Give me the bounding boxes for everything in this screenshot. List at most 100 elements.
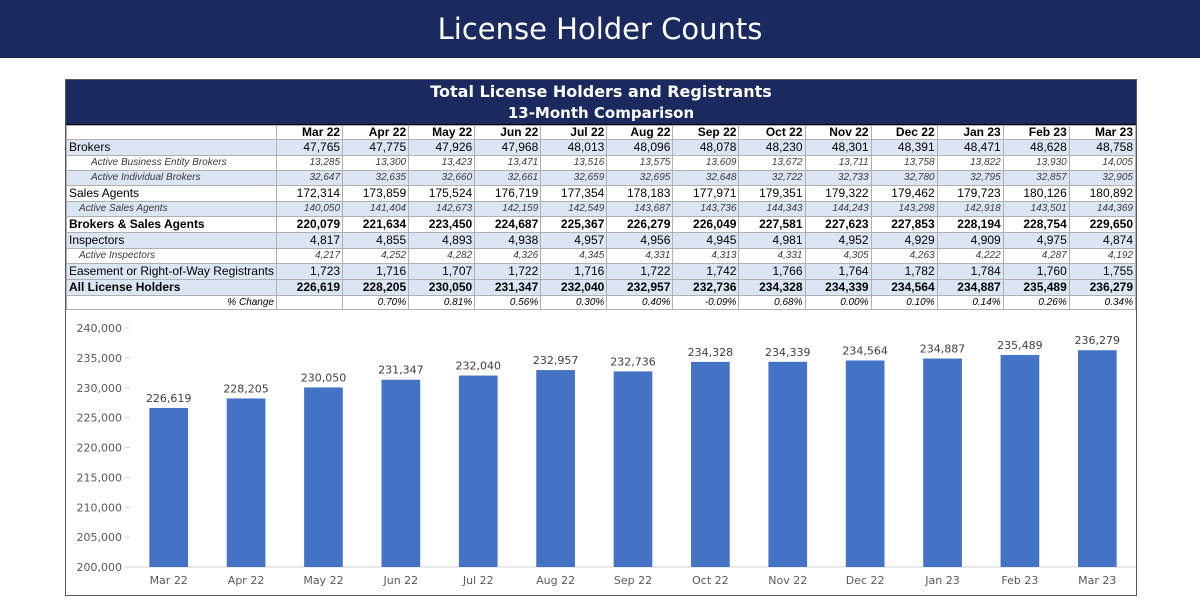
table-cell: 180,892 [1068, 185, 1136, 202]
bar [381, 379, 421, 567]
table-cell: 13,423 [408, 155, 476, 171]
row-label: Active Inspectors [66, 248, 277, 264]
table-cell: 1,716 [540, 263, 608, 280]
table-cell: 142,673 [408, 201, 476, 217]
bar [845, 360, 885, 567]
table-cell: 4,981 [738, 232, 806, 249]
license-table: Mar 22 Apr 22 May 22 Jun 22 Jul 22 Aug 22 Sep … [66, 125, 1136, 310]
table-cell: 48,471 [936, 139, 1004, 156]
table-cell: 48,078 [672, 139, 740, 156]
month-header: Aug 22 [606, 125, 674, 140]
table-cell: 228,194 [936, 216, 1004, 233]
table-cell: 4,217 [275, 248, 344, 264]
table-cell: 227,853 [870, 216, 938, 233]
table-cell [275, 295, 344, 310]
table-cell: 4,874 [1068, 232, 1136, 249]
table-cell: 0.30% [540, 295, 608, 310]
table-cell: 143,501 [1002, 201, 1070, 217]
table-cell: 235,489 [1002, 279, 1070, 296]
table-cell: 4,855 [342, 232, 410, 249]
table-cell: 226,049 [672, 216, 740, 233]
corner-cell [66, 125, 277, 140]
table-body: Brokers 47,765 47,775 47,926 47,968 48,013 48,… [66, 139, 1136, 310]
table-cell: 177,354 [540, 185, 608, 202]
row-label: Inspectors [66, 232, 277, 249]
table-cell: 4,957 [540, 232, 608, 249]
table-cell: 47,775 [342, 139, 410, 156]
x-tick-label: May 22 [303, 574, 343, 587]
row-label: Sales Agents [66, 185, 277, 202]
table-cell: 234,887 [936, 279, 1004, 296]
table-cell: 13,672 [738, 155, 806, 171]
data-label: 226,619 [146, 392, 192, 405]
table-cell: 179,322 [804, 185, 872, 202]
x-tick-label: Apr 22 [228, 574, 265, 587]
row-label: Easement or Right-of-Way Registrants [66, 263, 277, 280]
report-panel: Total License Holders and Registrants 13… [65, 79, 1137, 596]
data-label: 232,957 [533, 354, 579, 367]
table-cell: 1,723 [275, 263, 344, 280]
month-header: Dec 22 [870, 125, 938, 140]
row-label: Active Individual Brokers [66, 170, 277, 186]
table-cell: 141,404 [342, 201, 410, 217]
table-cell: 143,736 [672, 201, 740, 217]
table-cell: 13,711 [804, 155, 872, 171]
table-cell: 4,331 [606, 248, 674, 264]
data-label: 235,489 [997, 339, 1043, 352]
table-cell: 4,817 [275, 232, 344, 249]
table-cell: 32,780 [870, 170, 938, 186]
table-cell: 4,952 [804, 232, 872, 249]
table-cell: 32,647 [275, 170, 344, 186]
table-cell: 232,957 [606, 279, 674, 296]
table-subtitle: 13-Month Comparison [507, 104, 695, 122]
bar [304, 387, 343, 567]
table-cell: 1,722 [606, 263, 674, 280]
table-cell: 1,716 [342, 263, 410, 280]
row-label: Active Sales Agents [66, 201, 277, 217]
x-tick-label: Dec 22 [846, 574, 885, 587]
y-tick-label: 230,000 [77, 382, 123, 395]
table-cell: 236,279 [1068, 279, 1136, 296]
y-tick-label: 215,000 [77, 471, 123, 484]
table-cell: 0.40% [606, 295, 674, 310]
month-header: Oct 22 [738, 125, 806, 140]
table-cell: 227,581 [738, 216, 806, 233]
table-cell: 4,305 [804, 248, 872, 264]
table-row: % Change 0.70% 0.81% 0.56% 0.30% 0.40% -0.09% 0… [66, 295, 1136, 310]
table-cell: 178,183 [606, 185, 674, 202]
table-cell: 232,040 [540, 279, 608, 296]
table-cell: 32,659 [540, 170, 608, 186]
table-cell: 1,764 [804, 263, 872, 280]
row-label: % Change [66, 295, 277, 310]
table-cell: 142,549 [540, 201, 608, 217]
table-cell: 0.10% [870, 295, 938, 310]
table-cell: 234,564 [870, 279, 938, 296]
x-tick-label: Aug 22 [536, 574, 575, 587]
data-label: 228,205 [223, 382, 268, 395]
table-cell: 140,050 [275, 201, 344, 217]
table-cell: 47,968 [474, 139, 542, 156]
table-cell: 4,313 [672, 248, 740, 264]
x-tick-label: Jul 22 [462, 574, 494, 587]
table-cell: 234,339 [804, 279, 872, 296]
bar [149, 407, 189, 567]
table-cell: 4,192 [1068, 248, 1136, 264]
table-cell: 0.56% [474, 295, 542, 310]
bar [226, 398, 266, 567]
table-cell: 232,736 [672, 279, 740, 296]
row-label: Active Business Entity Brokers [66, 155, 277, 171]
table-cell: 47,926 [408, 139, 476, 156]
table-cell: 4,929 [870, 232, 938, 249]
table-cell: 1,760 [1002, 263, 1070, 280]
bar-chart: 200,000 205,000 210,000 215,000 220,000 225,0… [77, 322, 1136, 587]
table-cell: 1,766 [738, 263, 806, 280]
table-cell: 0.34% [1068, 295, 1136, 310]
table-cell: -0.09% [672, 295, 740, 310]
y-tick-label: 210,000 [77, 501, 123, 514]
month-header: Jan 23 [936, 125, 1004, 140]
table-cell: 225,367 [540, 216, 608, 233]
y-tick-label: 235,000 [77, 352, 123, 365]
table-cell: 1,707 [408, 263, 476, 280]
table-cell: 1,784 [936, 263, 1004, 280]
table-cell: 32,660 [408, 170, 476, 186]
